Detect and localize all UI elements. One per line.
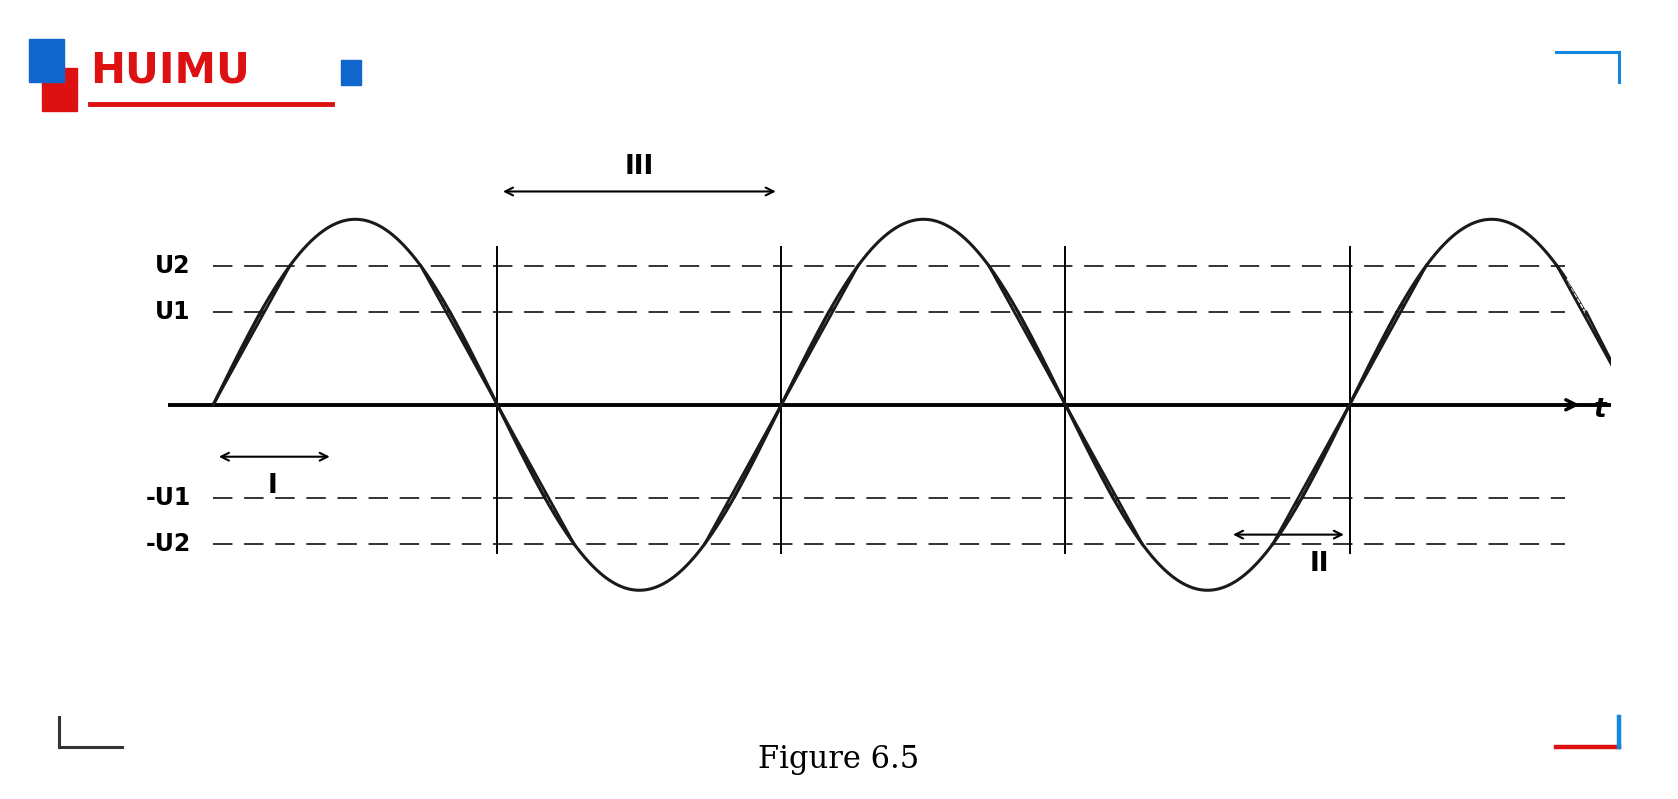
Text: U1: U1: [154, 300, 191, 324]
FancyBboxPatch shape: [42, 67, 77, 111]
Text: I: I: [268, 473, 279, 499]
Text: -U2: -U2: [146, 532, 191, 556]
Text: U2: U2: [154, 253, 191, 278]
Text: HUIMU: HUIMU: [89, 50, 250, 91]
Text: III: III: [624, 154, 654, 181]
Text: II: II: [1311, 551, 1329, 578]
FancyBboxPatch shape: [29, 38, 64, 82]
FancyBboxPatch shape: [341, 61, 361, 85]
Text: t: t: [1594, 397, 1606, 423]
Text: -U1: -U1: [146, 486, 191, 510]
Text: Figure 6.5: Figure 6.5: [758, 744, 920, 775]
